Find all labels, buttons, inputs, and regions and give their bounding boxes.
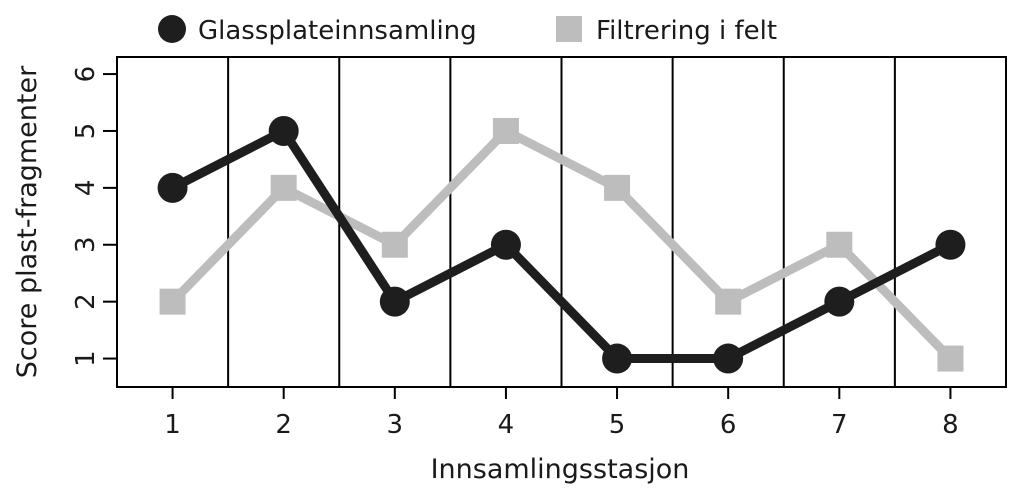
data-point-filtrering-i-felt <box>492 117 519 144</box>
y-tick-label: 1 <box>71 350 101 367</box>
data-point-filtrering-i-felt <box>937 345 964 372</box>
data-point-glassplateinnsamling <box>157 172 188 203</box>
data-point-filtrering-i-felt <box>270 174 297 201</box>
series-line-glassplateinnsamling <box>170 126 953 364</box>
data-point-filtrering-i-felt <box>715 288 742 315</box>
x-tick-label: 5 <box>609 410 626 440</box>
data-point-glassplateinnsamling <box>490 229 521 260</box>
y-tick-label: 3 <box>71 236 101 253</box>
data-point-glassplateinnsamling <box>935 229 966 260</box>
legend-marker-filtrering-i-felt <box>556 16 582 42</box>
data-point-glassplateinnsamling <box>268 115 299 146</box>
legend: Glassplateinnsamling Filtrering i felt <box>158 15 777 46</box>
series-line-filtrering-i-felt <box>169 126 954 362</box>
data-point-glassplateinnsamling <box>379 286 410 317</box>
plot-area: 1 2 3 4 5 6 1 2 3 4 5 6 7 8 <box>71 56 1007 440</box>
x-tick-label: 4 <box>498 410 515 440</box>
y-tick-label: 6 <box>71 66 101 83</box>
y-tick-label: 2 <box>71 293 101 310</box>
data-point-filtrering-i-felt <box>604 174 631 201</box>
data-point-glassplateinnsamling <box>602 343 633 374</box>
legend-label-glassplateinnsamling: Glassplateinnsamling <box>198 16 477 46</box>
x-tick-label: 8 <box>942 410 959 440</box>
legend-label-filtrering-i-felt: Filtrering i felt <box>596 16 777 46</box>
data-point-filtrering-i-felt <box>826 231 853 258</box>
y-tick-label: 4 <box>71 180 101 197</box>
x-axis-title: Innsamlingsstasjon <box>431 454 690 485</box>
data-point-glassplateinnsamling <box>824 286 855 317</box>
x-tick-label: 2 <box>275 410 292 440</box>
y-tick-label: 5 <box>71 123 101 140</box>
x-tick-label: 3 <box>387 410 404 440</box>
data-point-filtrering-i-felt <box>159 288 186 315</box>
x-tick-label: 7 <box>831 410 848 440</box>
x-tick-label: 1 <box>164 410 181 440</box>
legend-marker-glassplateinnsamling <box>158 15 186 43</box>
x-tick-label: 6 <box>720 410 737 440</box>
y-axis-title: Score plast-fragmenter <box>12 65 43 378</box>
plot-frame <box>116 56 1007 388</box>
data-point-glassplateinnsamling <box>713 343 744 374</box>
data-point-filtrering-i-felt <box>381 231 408 258</box>
